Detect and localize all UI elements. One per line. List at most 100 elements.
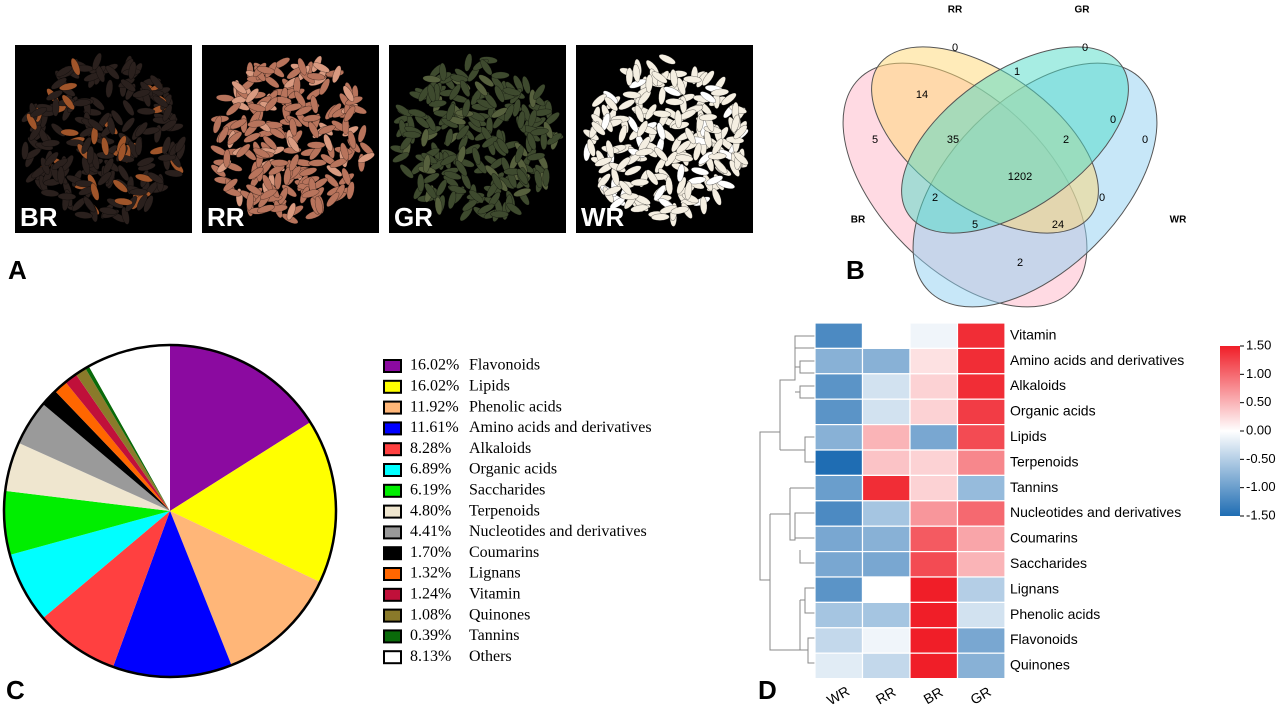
venn-set-label: RR [948, 5, 963, 16]
grain [434, 196, 443, 216]
grain [259, 188, 277, 200]
grain [705, 175, 724, 186]
heat-cell [814, 347, 864, 375]
grain [651, 213, 670, 221]
legend-label: Vitamin [469, 585, 520, 602]
legend-label: Quinones [469, 606, 530, 623]
grain [332, 65, 342, 84]
grain [481, 136, 498, 148]
pie-slice [88, 345, 170, 511]
heat-cell [909, 550, 959, 578]
grain [526, 152, 546, 161]
heat-cell [956, 424, 1006, 451]
grain [326, 191, 340, 207]
grain [306, 141, 326, 149]
grain [513, 75, 524, 93]
legend-value: 8.13% [410, 648, 451, 665]
grain [422, 75, 441, 83]
grain [710, 88, 730, 97]
grain [245, 88, 259, 103]
grain [357, 124, 367, 143]
grain [684, 181, 693, 200]
grain [72, 99, 92, 107]
pie-slice [43, 391, 170, 511]
grain [70, 57, 81, 76]
grain [136, 157, 155, 167]
grain [731, 114, 740, 133]
grain [308, 121, 320, 139]
grain [283, 166, 292, 186]
grain [21, 141, 29, 160]
grain [162, 104, 173, 122]
grain [597, 173, 611, 189]
heat-cell [861, 347, 911, 375]
grain [86, 145, 95, 165]
grain [670, 69, 678, 88]
grain [534, 170, 543, 189]
heat-cell [956, 525, 1006, 553]
grain [247, 103, 266, 112]
grain [444, 128, 454, 147]
heat-cell [861, 449, 911, 476]
legend-value: 16.02% [410, 357, 459, 374]
legend-value: 11.92% [410, 398, 459, 415]
grain [246, 192, 254, 211]
grain [312, 62, 330, 73]
venn-count: 5 [872, 134, 878, 146]
grain [503, 104, 515, 122]
photo-label: BR [20, 202, 58, 232]
grain [164, 169, 183, 178]
grain [477, 203, 495, 215]
pie-slice [170, 422, 336, 583]
legend-swatch [383, 442, 402, 457]
panel-label: C [6, 675, 25, 705]
grain [656, 122, 666, 141]
venn-count: 0 [1142, 134, 1148, 146]
legend-label: Lipids [469, 377, 510, 394]
grain [227, 131, 243, 145]
grain [407, 108, 427, 118]
pie-slice [9, 511, 170, 619]
grain [478, 74, 495, 87]
venn-count: 35 [947, 134, 959, 146]
legend-label: Tannins [469, 627, 519, 644]
grain [625, 67, 634, 86]
legend-label: Coumarins [469, 544, 539, 561]
grain [464, 53, 473, 72]
grain [55, 65, 73, 77]
grain [693, 142, 702, 161]
legend-value: 8.28% [410, 440, 451, 457]
legend-value: 1.70% [410, 544, 451, 561]
grain [472, 147, 481, 166]
grain [459, 79, 471, 97]
grain [632, 63, 641, 83]
grain [29, 124, 42, 141]
grain [651, 71, 668, 84]
grain [295, 105, 313, 116]
legend-value: 16.02% [410, 377, 459, 394]
grain [527, 132, 537, 151]
grain [713, 159, 728, 174]
grain [310, 95, 319, 114]
heat-cell [909, 500, 959, 527]
heat-cell [909, 627, 959, 654]
grain [636, 120, 649, 137]
grain [653, 184, 666, 201]
heat-cell [956, 322, 1006, 349]
grain [646, 169, 659, 186]
col-label: RR [873, 683, 899, 707]
grain [676, 77, 686, 96]
legend-swatch [383, 629, 402, 644]
venn-count: 0 [952, 42, 958, 54]
grain [506, 202, 522, 216]
grain [326, 164, 343, 177]
venn-count: 2 [932, 192, 938, 204]
colorbar-tick-label: 0.50 [1246, 394, 1271, 409]
heat-cell [814, 398, 864, 426]
grain [659, 205, 678, 214]
grain [217, 126, 229, 144]
col-label: GR [968, 683, 994, 707]
legend-value: 1.24% [410, 585, 451, 602]
colorbar-tick-label: -0.50 [1246, 451, 1276, 466]
